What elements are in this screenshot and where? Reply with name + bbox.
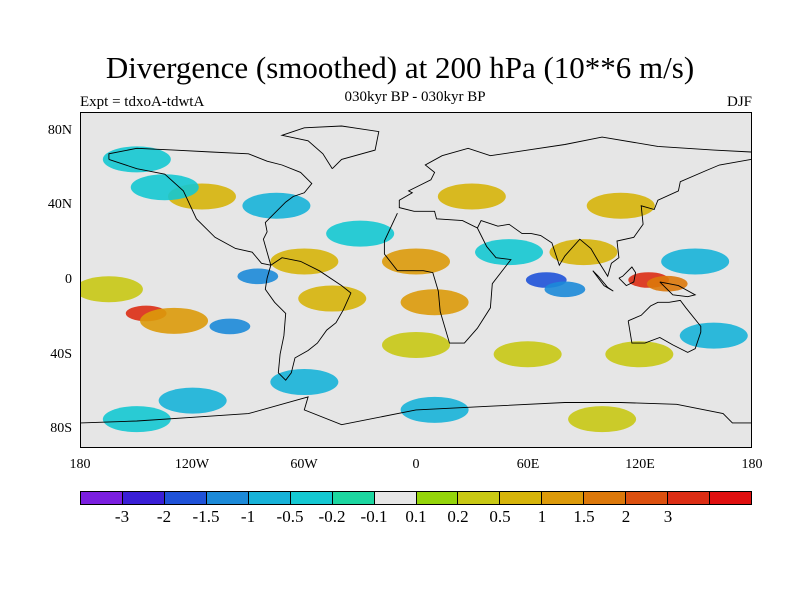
divergence-blob xyxy=(102,406,171,433)
divergence-blob xyxy=(605,341,674,368)
divergence-blob xyxy=(130,174,199,201)
coastline xyxy=(592,270,614,292)
longitude-tick-label: 180 xyxy=(69,457,91,472)
experiment-label: Expt = tdxoA-tdwtA xyxy=(80,94,205,110)
chart-title: Divergence (smoothed) at 200 hPa (10**6 … xyxy=(105,50,695,85)
colorbar-swatch xyxy=(626,492,669,504)
colorbar-level-label: -0.1 xyxy=(360,507,388,526)
colorbar-level-label: 0.2 xyxy=(447,507,469,526)
divergence-blob xyxy=(102,146,171,173)
latitude-tick-label: 0 xyxy=(65,272,72,287)
divergence-blob xyxy=(568,406,637,433)
divergence-blob xyxy=(382,331,450,358)
longitude-tick-label: 60E xyxy=(516,457,540,472)
divergence-blob xyxy=(475,239,544,266)
colorbar-level-label: 0.5 xyxy=(489,507,511,526)
colorbar-swatch xyxy=(332,492,375,504)
divergence-blob xyxy=(326,220,395,247)
colorbar-swatch xyxy=(164,492,207,504)
latitude-tick-label: 40S xyxy=(50,346,72,362)
colorbar-level-label: -3 xyxy=(114,507,130,526)
coastline xyxy=(280,125,380,170)
colorbar-swatch xyxy=(710,492,751,504)
colorbar-level-label: -1 xyxy=(240,507,256,526)
colorbar-swatch xyxy=(542,492,585,504)
divergence-blob xyxy=(81,276,143,303)
colorbar-level-label: -2 xyxy=(156,507,172,526)
colorbar-swatch xyxy=(122,492,165,504)
coastline xyxy=(264,257,352,381)
longitude-tick-label: 120E xyxy=(625,457,655,472)
coastline xyxy=(108,147,313,266)
coastline xyxy=(476,158,751,278)
latitude-tick-label: 80S xyxy=(50,421,72,437)
divergence-blob xyxy=(549,239,618,266)
coastlines xyxy=(81,125,751,426)
colorbar-level-label: 1 xyxy=(537,507,547,526)
divergence-field-map xyxy=(81,125,751,433)
colorbar-level-label: 1.5 xyxy=(573,507,595,526)
divergence-blob xyxy=(140,307,209,334)
divergence-blob xyxy=(382,248,450,275)
divergence-blob xyxy=(400,289,469,316)
longitude-tick-label: 0 xyxy=(412,457,420,472)
colorbar-swatch xyxy=(584,492,627,504)
map-plot-area xyxy=(80,112,752,448)
colorbar-swatch xyxy=(416,492,459,504)
divergence-blob xyxy=(242,192,311,219)
coastline xyxy=(627,299,702,353)
latitude-tick-label: 80N xyxy=(47,122,72,138)
divergence-blob xyxy=(400,396,469,423)
divergence-blob xyxy=(270,248,339,275)
divergence-blob xyxy=(298,285,367,312)
colorbar-swatch xyxy=(458,492,501,504)
colorbar-level-label: 2 xyxy=(621,507,631,526)
colorbar-level-label: -1.5 xyxy=(192,507,220,526)
chart-subtitle: 030kyr BP - 030kyr BP xyxy=(344,89,486,105)
divergence-blob xyxy=(209,318,251,335)
coastline xyxy=(383,136,751,344)
divergence-blob xyxy=(237,268,279,285)
divergence-blobs xyxy=(81,146,748,433)
divergence-blob xyxy=(679,322,748,349)
longitude-tick-label: 120W xyxy=(174,457,210,472)
coastline xyxy=(659,281,697,298)
colorbar-swatch xyxy=(374,492,417,504)
colorbar-swatch xyxy=(668,492,711,504)
longitude-tick-label: 60W xyxy=(290,457,318,472)
divergence-blob xyxy=(661,248,730,275)
longitude-tick-label: 180 xyxy=(741,457,763,472)
divergence-blob xyxy=(158,387,227,414)
colorbar-level-label: 3 xyxy=(663,507,673,526)
colorbar-level-label: -0.2 xyxy=(318,507,346,526)
colorbar-level-label: 0.1 xyxy=(405,507,427,526)
colorbar-level-label: -0.5 xyxy=(276,507,304,526)
colorbar xyxy=(80,491,752,505)
coastline xyxy=(81,396,751,426)
divergence-blob xyxy=(493,341,562,368)
divergence-blob xyxy=(437,183,506,210)
colorbar-swatch xyxy=(290,492,333,504)
coastline xyxy=(618,266,637,287)
colorbar-swatch xyxy=(500,492,543,504)
colorbar-swatch xyxy=(206,492,249,504)
divergence-blob xyxy=(544,281,586,298)
colorbar-swatch xyxy=(81,492,123,504)
colorbar-swatch xyxy=(248,492,291,504)
divergence-blob xyxy=(270,369,339,396)
season-label: DJF xyxy=(726,94,752,110)
divergence-blob xyxy=(586,192,655,219)
latitude-tick-label: 40N xyxy=(47,197,72,213)
